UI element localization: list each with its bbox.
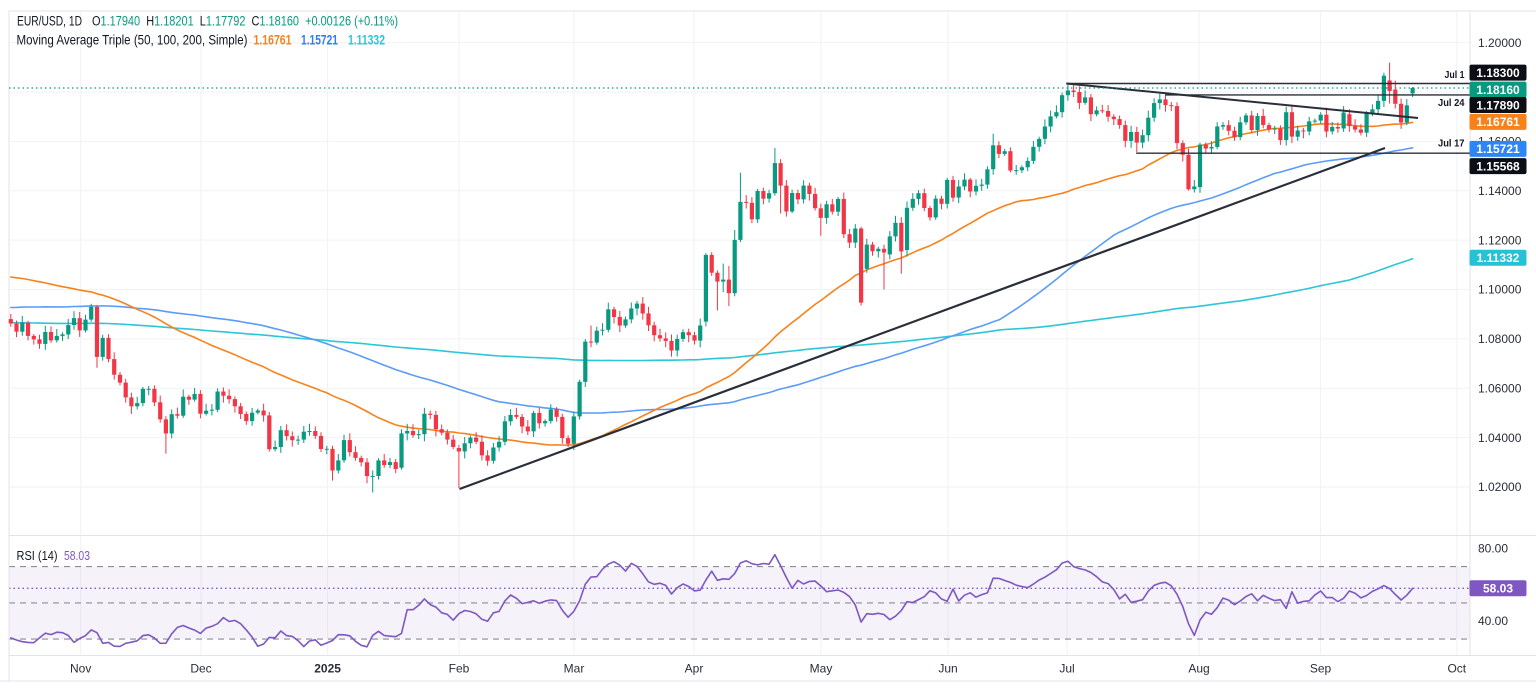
svg-text:1.17890: 1.17890	[1476, 98, 1520, 112]
svg-text:EUR/USD, 1D: EUR/USD, 1D	[17, 14, 82, 29]
svg-text:1.18160: 1.18160	[1476, 83, 1520, 97]
svg-text:1.16761: 1.16761	[254, 33, 292, 48]
svg-text:1.11332: 1.11332	[1477, 251, 1520, 265]
svg-text:1.04000: 1.04000	[1478, 431, 1522, 445]
svg-text:Jul 17: Jul 17	[1438, 139, 1465, 150]
svg-text:1.10000: 1.10000	[1478, 283, 1522, 297]
svg-text:RSI (14): RSI (14)	[17, 548, 58, 563]
svg-text:May: May	[810, 662, 833, 676]
svg-text:Aug: Aug	[1188, 662, 1209, 676]
svg-text:1.08000: 1.08000	[1478, 332, 1522, 346]
svg-text:2025: 2025	[314, 662, 341, 676]
svg-text:Jul 1: Jul 1	[1445, 70, 1465, 81]
svg-text:1.16761: 1.16761	[1476, 115, 1520, 129]
svg-text:Oct: Oct	[1447, 662, 1466, 676]
svg-text:Dec: Dec	[190, 662, 211, 676]
svg-text:58.03: 58.03	[64, 548, 90, 563]
svg-text:Apr: Apr	[685, 662, 704, 676]
svg-text:Nov: Nov	[70, 662, 91, 676]
svg-text:Jun: Jun	[938, 662, 957, 676]
svg-text:1.15568: 1.15568	[1476, 159, 1520, 173]
svg-text:Sep: Sep	[1310, 662, 1332, 676]
svg-text:80.00: 80.00	[1478, 542, 1508, 556]
svg-text:1.20000: 1.20000	[1478, 36, 1522, 50]
svg-text:1.18300: 1.18300	[1476, 66, 1520, 80]
svg-text:1.14000: 1.14000	[1478, 184, 1522, 198]
svg-text:1.06000: 1.06000	[1478, 382, 1522, 396]
svg-text:58.03: 58.03	[1483, 582, 1513, 596]
svg-text:Jul: Jul	[1059, 662, 1074, 676]
svg-text:1.02000: 1.02000	[1478, 480, 1522, 494]
svg-text:1.11332: 1.11332	[348, 33, 385, 48]
svg-text:40.00: 40.00	[1478, 614, 1508, 628]
svg-text:Jul 24: Jul 24	[1438, 98, 1465, 109]
svg-text:1.12000: 1.12000	[1478, 233, 1522, 247]
svg-text:1.15721: 1.15721	[1476, 142, 1520, 156]
svg-text:1.15721: 1.15721	[301, 33, 338, 48]
svg-text:Moving Average Triple (50, 100: Moving Average Triple (50, 100, 200, Sim…	[17, 33, 248, 48]
svg-text:Mar: Mar	[564, 662, 585, 676]
svg-text:O1.17940 H1.18201 L1.17792: O1.17940 H1.18201 L1.17792 C1.18160 +0.0…	[92, 14, 398, 29]
svg-text:Feb: Feb	[449, 662, 470, 676]
